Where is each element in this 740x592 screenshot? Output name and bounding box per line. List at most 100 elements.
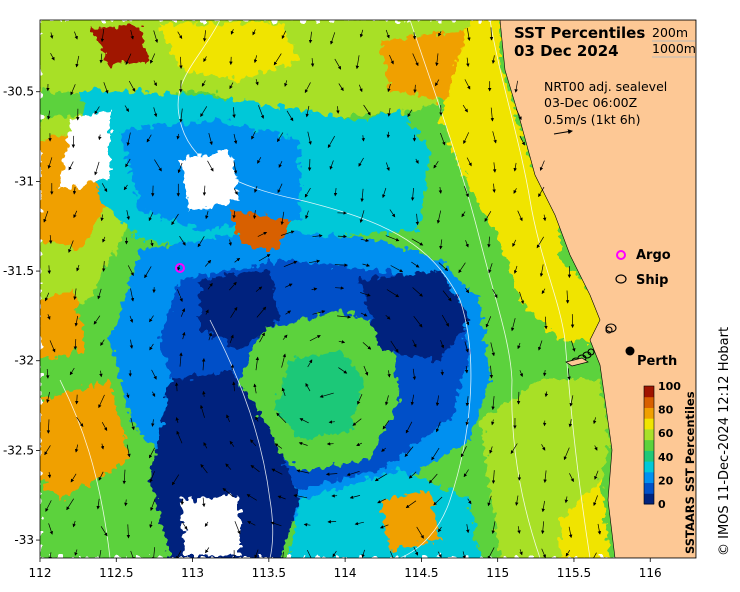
current-arrow — [515, 108, 522, 121]
current-arrow — [593, 417, 597, 425]
map-plot-area: Perth SST Percentiles 03 Dec 2024 200m 1… — [40, 20, 696, 558]
current-arrow — [374, 473, 388, 482]
current-arrow — [492, 183, 496, 193]
current-arrow — [280, 230, 295, 236]
current-arrow — [327, 135, 336, 149]
current-arrow — [252, 210, 257, 220]
current-arrow — [355, 55, 360, 70]
current-arrow — [49, 340, 56, 353]
x-tick-label: 114 — [334, 566, 357, 580]
current-arrow — [47, 472, 52, 479]
y-tick-label: -31.5 — [3, 264, 34, 278]
current-arrow — [296, 469, 310, 474]
perth-city-marker[interactable] — [625, 346, 635, 356]
argo-legend-icon — [616, 250, 626, 260]
current-arrow — [569, 473, 574, 483]
current-arrow — [250, 439, 257, 447]
current-arrow — [151, 419, 155, 427]
current-arrow — [179, 108, 183, 123]
x-tick-label: 114.5 — [404, 566, 438, 580]
current-arrow — [200, 404, 205, 418]
current-arrow — [126, 210, 130, 220]
current-arrow — [361, 135, 365, 142]
current-arrow — [363, 365, 369, 376]
current-arrow — [338, 340, 346, 344]
colorbar-segment — [644, 396, 654, 408]
current-arrow — [358, 84, 363, 93]
current-arrow — [101, 183, 108, 193]
current-arrow — [197, 236, 205, 248]
current-arrow — [541, 548, 546, 558]
current-arrow — [517, 526, 521, 534]
colorbar-tick-label: 100 — [658, 380, 681, 393]
current-arrow — [413, 315, 423, 328]
current-arrow — [182, 331, 186, 340]
current-arrow — [338, 367, 348, 374]
current-arrow — [204, 521, 209, 527]
colorbar-segment — [644, 493, 654, 505]
current-arrow — [464, 341, 469, 353]
current-arrow — [519, 370, 523, 378]
current-arrow — [385, 235, 400, 242]
current-arrow — [463, 132, 470, 145]
argo-float-marker[interactable] — [175, 263, 185, 273]
current-arrow — [513, 162, 517, 172]
current-arrow — [352, 418, 362, 426]
current-arrow — [538, 186, 545, 198]
current-arrow — [286, 110, 294, 122]
current-arrow — [230, 29, 235, 35]
current-arrow — [182, 522, 188, 530]
current-arrow — [202, 30, 207, 42]
current-arrow — [281, 353, 287, 368]
current-arrow — [207, 160, 214, 172]
current-arrow — [465, 318, 470, 326]
current-arrow — [130, 30, 134, 40]
current-arrow — [253, 383, 257, 394]
current-arrow — [328, 420, 335, 424]
credit-text: © IMOS 11-Dec-2024 12:12 Hobart — [717, 327, 732, 556]
current-arrow — [309, 335, 321, 342]
current-arrow — [254, 549, 259, 558]
current-arrow — [571, 340, 576, 352]
current-arrow — [48, 523, 53, 535]
current-arrow — [594, 470, 599, 480]
current-arrow — [171, 474, 180, 486]
current-arrow — [490, 342, 495, 357]
ship-legend-label: Ship — [636, 273, 668, 288]
current-arrow — [100, 443, 105, 450]
current-arrow — [75, 394, 79, 405]
current-arrow — [539, 264, 544, 277]
current-arrow — [233, 161, 238, 174]
current-arrow — [283, 260, 298, 268]
current-arrow — [126, 524, 131, 539]
current-arrow — [276, 412, 287, 423]
current-arrow — [390, 265, 404, 273]
x-tick-label: 116 — [639, 566, 662, 580]
current-arrow — [257, 157, 262, 164]
current-arrow — [50, 53, 55, 61]
map-title: SST Percentiles — [514, 24, 645, 42]
current-arrow — [101, 261, 106, 272]
current-arrow — [358, 157, 364, 167]
current-arrow — [66, 498, 74, 511]
current-arrow — [438, 186, 443, 194]
current-arrow — [536, 236, 544, 249]
current-arrow — [515, 495, 519, 506]
current-arrow — [543, 370, 547, 377]
current-arrow — [270, 521, 282, 527]
current-arrow — [333, 188, 338, 197]
current-arrow — [338, 83, 344, 92]
current-arrow — [277, 183, 283, 194]
current-arrow — [435, 395, 440, 407]
current-arrow — [413, 84, 417, 94]
current-arrow — [128, 80, 136, 92]
current-arrow — [233, 133, 238, 145]
current-arrow — [202, 185, 207, 196]
current-arrow — [129, 315, 134, 323]
current-arrow — [346, 470, 360, 477]
current-arrow — [567, 368, 571, 381]
current-arrow — [463, 469, 469, 478]
current-arrow — [228, 239, 232, 246]
current-arrow — [73, 210, 78, 219]
current-arrow — [330, 32, 336, 45]
